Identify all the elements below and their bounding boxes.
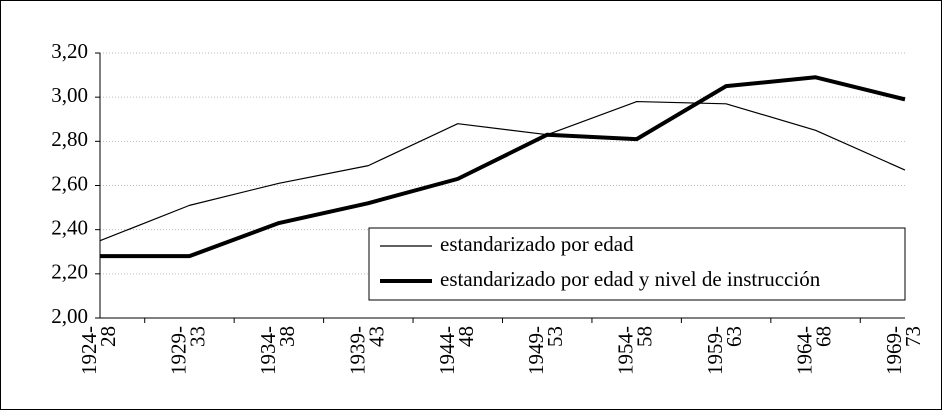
x-tick-label: 1934-38 [256,326,299,375]
y-tick-label: 2,00 [51,304,88,328]
x-tick-label: 1939-43 [345,326,388,375]
legend-label: estandarizado por edad [440,232,634,256]
x-tick-label: 1959-63 [703,326,746,375]
x-tick-label: 1944-48 [435,326,478,375]
x-tick-label: 1954-58 [613,326,656,375]
y-tick-label: 2,80 [51,127,88,151]
x-tick-label: 1949-53 [524,326,567,375]
legend-label: estandarizado por edad y nivel de instru… [440,267,821,291]
x-tick-label: 1969-73 [882,326,925,375]
y-tick-label: 2,40 [51,215,88,239]
line-series [100,75,906,259]
x-tick-label: 1924-28 [77,326,120,375]
y-tick-label: 3,00 [51,83,88,107]
legend-box [368,227,906,301]
x-tick-label: 1964-68 [792,326,835,375]
y-tick-label: 2,20 [51,260,88,284]
y-tick-label: 3,20 [51,39,88,63]
y-tick-label: 2,60 [51,171,88,195]
line-series [99,100,906,242]
x-tick-label: 1929-33 [166,326,209,375]
